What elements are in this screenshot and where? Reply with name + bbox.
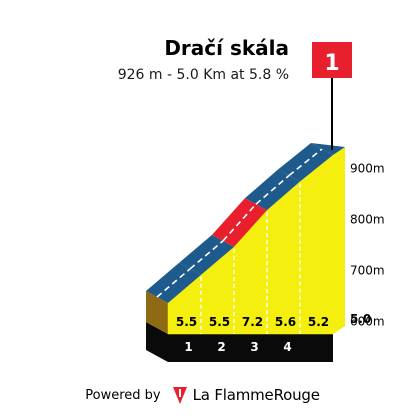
km-marker-label: 3 xyxy=(250,340,258,354)
flamme-rouge-logo-icon xyxy=(172,387,187,404)
km-marker-label: 2 xyxy=(217,340,225,354)
gradient-label: 5.2 xyxy=(308,315,329,329)
gradient-label: 5.6 xyxy=(275,315,296,329)
profile-start-face xyxy=(146,291,168,334)
gradient-label: 5.5 xyxy=(176,315,197,329)
profile-base xyxy=(146,322,333,362)
road-centerline xyxy=(255,174,290,205)
gradient-label: 7.2 xyxy=(242,315,263,329)
road-centerline xyxy=(156,268,191,298)
climb-summary: 926 m - 5.0 Km at 5.8 % xyxy=(117,67,289,83)
summit-flag-group: 1 xyxy=(312,42,352,150)
y-tick-label: 900m xyxy=(350,161,385,175)
profile-base-side xyxy=(146,322,168,362)
y-tick-label: 600m xyxy=(350,314,385,328)
profile-faces xyxy=(146,147,345,335)
segment-face xyxy=(299,154,334,335)
km-marker-label: 1 xyxy=(184,340,192,354)
footer: Powered by La FlammeRouge xyxy=(0,385,405,405)
category-flag xyxy=(312,42,352,78)
km-marker-label: 4 xyxy=(283,340,291,354)
road-centerline xyxy=(189,240,224,270)
y-tick-label: 800m xyxy=(350,212,385,226)
climb-title: Dračí skála xyxy=(164,36,289,60)
y-tick-label: 700m xyxy=(350,263,385,277)
total-distance-label: 5.0 xyxy=(350,312,371,326)
profile-road xyxy=(146,143,345,303)
road-centerline xyxy=(288,148,323,177)
road-centerline xyxy=(222,203,257,242)
road-summit-cap xyxy=(311,143,345,155)
category-label: 1 xyxy=(324,51,339,76)
gradient-label: 5.5 xyxy=(209,315,230,329)
profile-end-face xyxy=(333,147,345,334)
profile-base-bar xyxy=(168,334,333,362)
profile-km-lines xyxy=(200,183,301,334)
brand-name[interactable]: La FlammeRouge xyxy=(192,386,320,404)
powered-by-label: Powered by xyxy=(85,387,161,403)
